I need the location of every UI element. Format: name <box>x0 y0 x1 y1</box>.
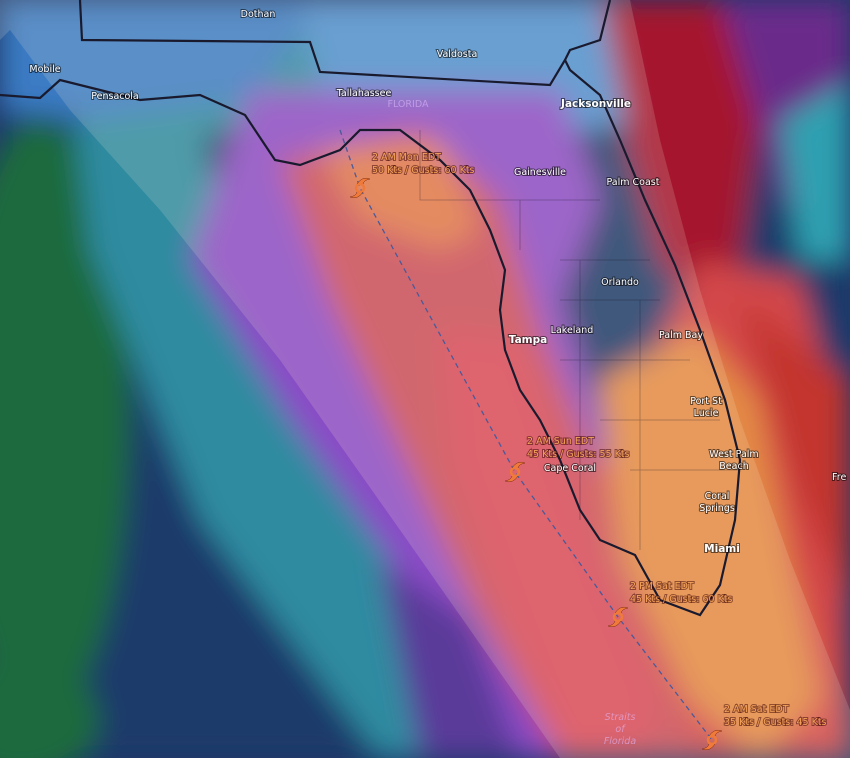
city-label: Miami <box>704 543 740 555</box>
storm-wind: 45 Kts / Gusts: 55 Kts <box>527 449 630 460</box>
city-label: Tampa <box>509 334 547 346</box>
storm-wind: 35 Kts / Gusts: 45 Kts <box>724 717 827 728</box>
city-label: Coral <box>705 491 730 502</box>
storm-arm <box>356 177 371 185</box>
storm-arm <box>349 191 364 199</box>
city-label: Mobile <box>29 64 60 75</box>
city-label: Palm Coast <box>607 177 660 188</box>
city-label: Lucie <box>694 408 719 419</box>
city-label: Florida <box>604 736 636 747</box>
county-lines <box>419 130 740 550</box>
storm-icon <box>349 177 371 199</box>
city-label: Dothan <box>241 9 276 20</box>
storm-time: 2 AM Mon EDT <box>372 152 441 163</box>
storm-icon <box>607 606 629 628</box>
storm-track <box>339 129 713 741</box>
city-label: Lakeland <box>551 325 594 336</box>
city-label: Beach <box>719 461 748 472</box>
storm-time: 2 AM Sun EDT <box>527 436 594 447</box>
city-label: Tallahassee <box>336 88 392 99</box>
storm-arm <box>708 729 723 737</box>
storm-arm <box>701 743 716 751</box>
storm-arm <box>511 461 526 469</box>
city-label: Orlando <box>601 277 639 288</box>
storm-wind: 50 Kts / Gusts: 60 Kts <box>372 165 475 176</box>
city-label: Jacksonville <box>560 98 631 110</box>
city-label: FLORIDA <box>388 99 429 110</box>
storm-arm <box>607 620 622 628</box>
storm-arm <box>614 606 629 614</box>
city-label: West Palm <box>709 449 758 460</box>
storm-icon <box>504 461 526 483</box>
city-label: Valdosta <box>437 49 478 60</box>
storm-time: 2 AM Sat EDT <box>724 704 789 715</box>
storm-icon <box>701 729 723 751</box>
labels: Dothan Mobile Pensacola Valdosta Tallahassee… <box>28 8 847 751</box>
storm-arm <box>504 475 519 483</box>
city-label: Palm Bay <box>659 330 703 341</box>
city-label: Fre <box>832 472 846 483</box>
coastline <box>0 0 742 617</box>
city-label: Pensacola <box>91 91 139 102</box>
storm-time: 2 PM Sat EDT <box>630 581 694 592</box>
city-label: Straits <box>605 712 636 723</box>
storm-wind: 45 Kts / Gusts: 60 Kts <box>630 594 733 605</box>
city-label: of <box>615 724 626 735</box>
city-label: Cape Coral <box>544 463 596 474</box>
city-label: Gainesville <box>514 167 566 178</box>
city-label: Port St <box>690 396 722 407</box>
city-label: Springs <box>699 503 735 514</box>
